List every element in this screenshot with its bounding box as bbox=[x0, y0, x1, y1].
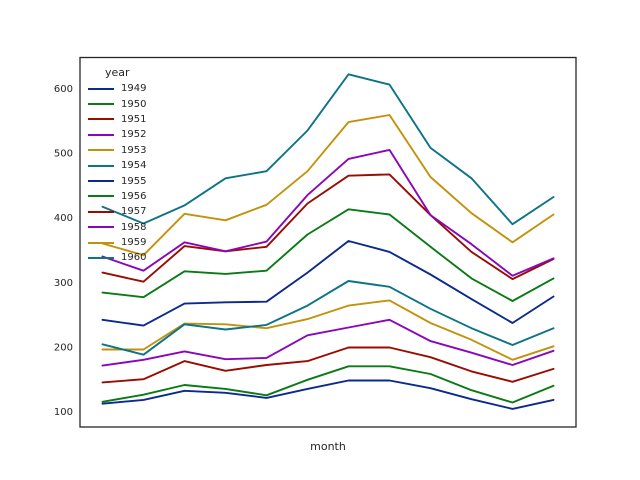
legend-label: 1949 bbox=[121, 83, 147, 95]
legend-item-1951: 1951 bbox=[88, 112, 146, 127]
legend-label: 1950 bbox=[121, 98, 147, 110]
legend-label: 1958 bbox=[121, 221, 147, 233]
legend-label: 1953 bbox=[121, 144, 147, 156]
legend-title: year bbox=[105, 66, 130, 79]
legend-line-swatch-icon bbox=[88, 210, 114, 213]
legend-label: 1952 bbox=[121, 129, 147, 141]
x-axis-label: month bbox=[310, 440, 346, 453]
legend-line-swatch-icon bbox=[88, 164, 114, 167]
legend-item-1960: 1960 bbox=[88, 250, 146, 265]
legend-rows: 1949 1950 1951 1952 1953 1954 1955 1956 1957 1958… bbox=[88, 81, 146, 266]
legend-line-swatch-icon bbox=[88, 226, 114, 229]
series-line-1955 bbox=[101, 240, 555, 327]
legend-line-swatch-icon bbox=[88, 87, 114, 90]
legend-line-swatch-icon bbox=[88, 256, 114, 259]
legend-line-swatch-icon bbox=[88, 180, 114, 183]
legend-label: 1960 bbox=[121, 252, 147, 264]
series-line-1959 bbox=[101, 114, 555, 257]
legend: year 1949 1950 1951 1952 1953 1954 1955 1956 195… bbox=[88, 65, 146, 266]
legend-line-swatch-icon bbox=[88, 118, 114, 121]
legend-line-swatch-icon bbox=[88, 133, 114, 136]
series-line-1953 bbox=[101, 299, 555, 361]
legend-item-1958: 1958 bbox=[88, 220, 146, 235]
y-tick-label: 100 bbox=[54, 407, 73, 418]
series-line-1950 bbox=[101, 365, 555, 404]
legend-line-swatch-icon bbox=[88, 241, 114, 244]
y-tick-label: 300 bbox=[54, 278, 73, 289]
legend-label: 1955 bbox=[121, 175, 147, 187]
series-line-1954 bbox=[101, 280, 555, 356]
y-tick-label: 600 bbox=[54, 84, 73, 95]
legend-item-1949: 1949 bbox=[88, 81, 146, 96]
series-line-1949 bbox=[101, 379, 555, 410]
legend-item-1954: 1954 bbox=[88, 158, 146, 173]
y-tick-label: 500 bbox=[54, 149, 73, 160]
y-tick-label: 200 bbox=[54, 342, 73, 353]
legend-label: 1957 bbox=[121, 206, 147, 218]
series-line-1956 bbox=[101, 208, 555, 302]
axes-frame bbox=[79, 56, 577, 428]
series-line-1957 bbox=[101, 173, 555, 283]
legend-label: 1956 bbox=[121, 190, 147, 202]
legend-label: 1951 bbox=[121, 113, 147, 125]
legend-label: 1959 bbox=[121, 237, 147, 249]
legend-line-swatch-icon bbox=[88, 103, 114, 106]
legend-label: 1954 bbox=[121, 160, 147, 172]
legend-item-1953: 1953 bbox=[88, 143, 146, 158]
legend-line-swatch-icon bbox=[88, 149, 114, 152]
legend-item-1950: 1950 bbox=[88, 96, 146, 111]
legend-item-1952: 1952 bbox=[88, 127, 146, 142]
y-tick-label: 400 bbox=[54, 213, 73, 224]
legend-line-swatch-icon bbox=[88, 195, 114, 198]
legend-item-1959: 1959 bbox=[88, 235, 146, 250]
series-line-1960 bbox=[101, 73, 555, 226]
legend-item-1955: 1955 bbox=[88, 173, 146, 188]
series-line-1952 bbox=[101, 318, 555, 367]
series-line-1958 bbox=[101, 148, 555, 277]
legend-item-1956: 1956 bbox=[88, 189, 146, 204]
legend-item-1957: 1957 bbox=[88, 204, 146, 219]
series-line-1951 bbox=[101, 346, 555, 384]
